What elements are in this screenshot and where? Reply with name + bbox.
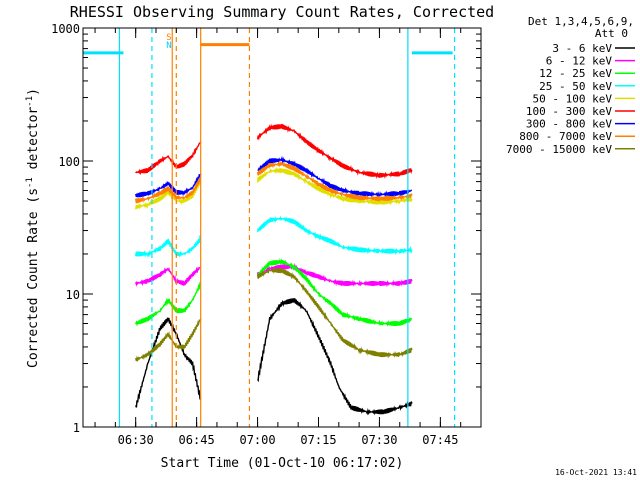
x-tick-label: 07:30 — [361, 433, 397, 447]
y-axis-label-mid: detector — [26, 107, 41, 178]
plot-frame — [82, 27, 482, 428]
series-line-2-seg-1 — [257, 257, 413, 327]
y-axis-label: Corrected Count Rate (s-1 detector-1) — [25, 88, 41, 368]
y-axis-label-main: Corrected Count Rate (s — [26, 188, 41, 368]
overlay-layer: SN — [83, 28, 456, 427]
series-line-4-seg-1 — [256, 166, 413, 206]
series-line-5-seg-0 — [135, 141, 202, 176]
series-line-8-seg-1 — [256, 266, 413, 359]
legend-label-1: 6 - 12 keV — [546, 55, 613, 68]
y-tick-label: 1 — [73, 421, 80, 435]
flag-label-N: N — [166, 41, 171, 51]
legend-label-6: 300 - 800 keV — [526, 118, 612, 131]
series-layer — [135, 123, 413, 416]
legend-label-7: 800 - 7000 keV — [519, 130, 612, 143]
series-line-3-seg-1 — [256, 215, 413, 255]
y-tick-label: 100 — [58, 155, 80, 169]
x-tick-label: 06:45 — [179, 433, 215, 447]
series-line-3-seg-0 — [135, 234, 202, 259]
legend-label-5: 100 - 300 keV — [526, 105, 612, 118]
legend-label-4: 50 - 100 keV — [533, 92, 613, 105]
x-tick-label: 06:30 — [118, 433, 154, 447]
x-axis-ticks: 06:30 06:45 07:00 07:15 07:30 07:45 — [94, 28, 482, 447]
legend-label-0: 3 - 6 keV — [552, 42, 612, 55]
x-axis-label: Start Time (01-Oct-10 06:17:02) — [161, 456, 404, 471]
y-axis-label-end: ) — [26, 88, 41, 96]
x-tick-label: 07:00 — [239, 433, 275, 447]
y-axis-label-sup-2: -1 — [25, 96, 35, 107]
series-line-0-seg-0 — [135, 317, 202, 408]
legend-title-line-2: Att 0 — [595, 27, 628, 40]
series-line-1-seg-1 — [256, 263, 413, 288]
chart-title: RHESSI Observing Summary Count Rates, Co… — [70, 3, 494, 21]
flag-label-S: S — [166, 33, 171, 43]
series-line-6-seg-1 — [257, 155, 413, 199]
legend-title-line-1: Det 1,3,4,5,6,9, — [528, 15, 634, 28]
y-axis-ticks: 1 10 100 1000 — [51, 22, 481, 435]
x-tick-label: 07:45 — [422, 433, 458, 447]
series-line-5-seg-1 — [256, 123, 413, 180]
y-tick-label: 1000 — [51, 22, 80, 36]
series-line-0-seg-1 — [257, 298, 413, 416]
series-line-8-seg-0 — [135, 318, 202, 363]
x-tick-label: 07:15 — [300, 433, 336, 447]
series-line-2-seg-0 — [135, 281, 202, 327]
y-axis-label-sup-1: -1 — [25, 177, 35, 188]
series-line-6-seg-0 — [135, 173, 202, 198]
y-tick-label: 10 — [66, 288, 80, 302]
series-line-1-seg-0 — [135, 266, 202, 287]
series-line-7-seg-1 — [256, 160, 413, 202]
legend-label-2: 12 - 25 keV — [539, 67, 612, 80]
legend-label-3: 25 - 50 keV — [539, 80, 612, 93]
series-line-7-seg-0 — [135, 178, 202, 204]
timestamp: 16-Oct-2021 13:41 — [555, 468, 637, 477]
legend-label-8: 7000 - 15000 keV — [506, 143, 612, 156]
